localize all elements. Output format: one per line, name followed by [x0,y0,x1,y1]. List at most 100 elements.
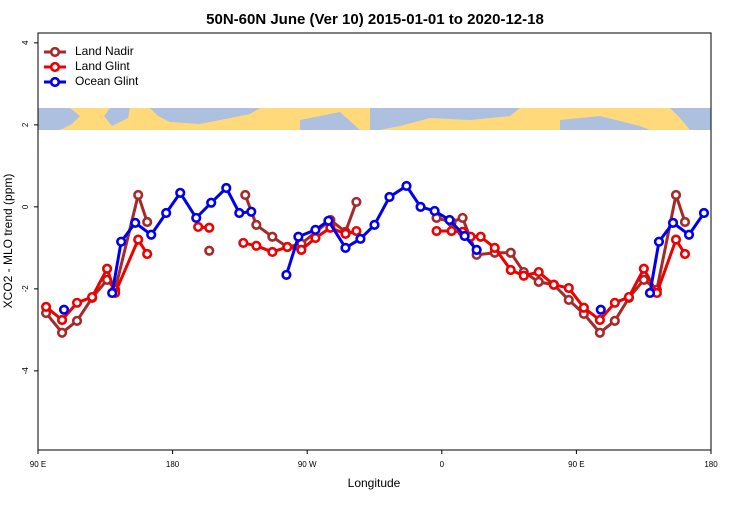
data-point [238,237,249,249]
data-point [489,242,500,253]
data-point [71,297,83,308]
data-point [683,229,695,240]
legend-label: Land Nadir [75,44,134,58]
data-point [282,241,293,253]
data-point [340,228,351,240]
x-tick-label: 180 [166,460,180,469]
data-point [267,246,278,258]
data-point [234,207,245,219]
data-point [563,294,574,306]
data-point [595,304,606,315]
legend-marker [49,61,61,73]
data-point [296,244,307,256]
plot-frame [37,32,712,451]
legend-marker [49,46,61,58]
data-point [471,244,482,256]
data-point [415,201,426,212]
legend-label: Land Glint [75,59,130,73]
data-point [101,263,113,274]
x-tick-label: 180 [704,460,718,469]
data-point [457,212,468,224]
data-point [351,196,362,208]
data-point [563,282,574,294]
data-point [644,287,656,299]
chart-title: 50N-60N June (Ver 10) 2015-01-01 to 2020… [206,11,544,28]
data-point [56,314,68,326]
data-point [116,236,127,247]
data-point [518,270,529,281]
data-point [193,221,204,233]
y-tick-label: -2 [21,285,30,293]
legend-marker [49,76,61,88]
x-tick-label: 90 E [30,460,46,469]
data-point [698,207,710,219]
data-point [594,327,605,338]
data-point [401,180,412,192]
data-point [206,197,217,208]
data-point [310,232,321,244]
data-point [58,304,70,315]
legend-label: Ocean Glint [75,74,139,88]
data-point [533,276,544,287]
data-point [107,287,118,299]
y-tick-label: 0 [21,204,30,209]
data-point [133,234,144,245]
y-tick-label: 4 [21,40,30,45]
data-point [310,224,321,235]
map-strip [38,108,711,130]
data-point [429,205,440,217]
data-point [251,219,262,230]
data-point [142,216,153,228]
data-point [505,247,516,258]
data-point [87,291,98,303]
data-point [251,240,262,251]
data-point [133,189,144,201]
x-axis-label: Longitude [348,476,401,490]
data-point [246,206,257,217]
data-point [609,315,620,326]
data-point [130,217,141,228]
data-point [355,233,366,244]
data-point [679,216,691,228]
data-point [204,222,215,233]
data-point [267,231,278,242]
data-point [384,191,395,203]
x-tick-label: 90 W [298,460,317,469]
data-point [146,229,157,240]
data-point [293,231,304,242]
data-point [505,264,516,276]
map-water [38,108,711,130]
data-point [667,217,679,228]
data-point [548,279,559,290]
data-point [340,242,351,253]
data-point [533,266,544,278]
data-point [594,314,605,326]
data-point [609,297,620,308]
data-point [240,189,251,201]
data-point [444,214,455,226]
data-point [175,187,186,199]
data-point [459,230,470,242]
data-point [475,231,486,242]
data-point [638,274,649,285]
data-point [40,301,52,312]
data-point [369,219,380,230]
data-point [670,189,682,201]
x-tick-label: 90 E [568,460,584,469]
data-point [204,245,215,256]
x-tick-label: 0 [440,460,445,469]
data-point [446,225,457,237]
data-point [638,263,649,274]
data-point [221,182,232,194]
series-line [45,225,687,322]
data-point [191,212,202,224]
data-point [161,207,172,219]
data-point [71,315,83,326]
data-point [670,234,682,245]
data-point [323,215,334,226]
data-point [578,302,589,313]
data-point [142,248,153,260]
data-point [351,225,362,237]
data-point [281,269,292,281]
